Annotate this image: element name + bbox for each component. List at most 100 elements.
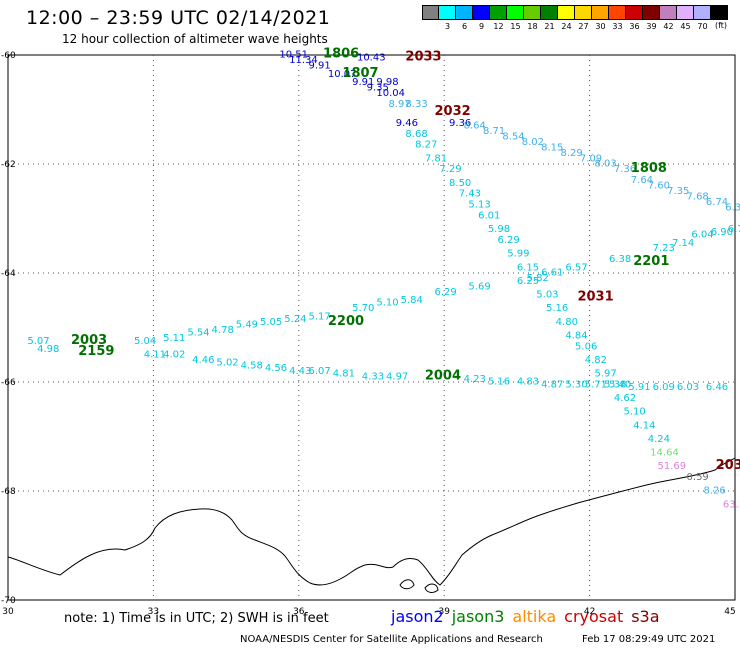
swh-value-jason2: 11.34	[289, 55, 318, 66]
color-scale-swatch	[541, 5, 558, 20]
swh-value-jason2: 10.51	[279, 50, 308, 61]
note-text: note: 1) Time is in UTC; 2) SWH is in fe…	[64, 611, 329, 626]
swh-value: 4.11	[144, 349, 166, 360]
swh-value: 5.99	[507, 249, 529, 260]
color-scale-swatch	[490, 5, 507, 20]
lat-tick-label: -64	[1, 269, 16, 279]
lon-tick-label: 33	[148, 607, 159, 617]
swh-value: 4.84	[565, 330, 587, 341]
color-scale-cell: 24	[558, 5, 575, 32]
legend-item-s3a: s3a	[631, 607, 660, 626]
pass-time-label: 1807	[342, 66, 378, 81]
swh-value: 0.59	[687, 472, 709, 483]
color-scale-swatch	[592, 5, 609, 20]
swh-value: 5.16	[546, 303, 568, 314]
swh-value: 8.03	[594, 159, 616, 170]
swh-value: 4.80	[556, 317, 578, 328]
color-scale-label: 12	[493, 22, 504, 31]
swh-value: 6.77	[728, 224, 740, 235]
swh-value: 4.58	[241, 360, 263, 371]
swh-value: 5.03	[536, 290, 558, 301]
pass-time-label: 2201	[633, 254, 669, 269]
swh-value: 4.83	[517, 377, 539, 388]
legend-item-cryosat: cryosat	[564, 607, 624, 626]
swh-value-jason2: 9.36	[449, 118, 471, 129]
swh-value: 6.15	[517, 262, 539, 273]
swh-value: 4.62	[614, 393, 636, 404]
color-scale-swatch	[422, 5, 439, 20]
swh-value: 4.82	[585, 355, 607, 366]
color-scale-swatch	[575, 5, 592, 20]
swh-value: 4.97	[386, 371, 408, 382]
swh-value: 8.68	[405, 129, 427, 140]
swh-value: 5.07	[27, 336, 49, 347]
color-scale-label: 36	[629, 22, 640, 31]
pass-time-label: 1808	[631, 161, 667, 176]
color-scale-cell	[711, 5, 728, 32]
swh-value: 8.26	[703, 486, 725, 497]
swh-value: 5.16	[488, 377, 510, 388]
color-scale-swatch	[626, 5, 643, 20]
swh-value: 5.04	[134, 336, 156, 347]
swh-value: 51.69	[657, 461, 686, 472]
swh-value: 6.90	[711, 227, 733, 238]
swh-value: 6.35	[725, 202, 740, 213]
swh-value: 7.14	[672, 238, 694, 249]
swh-value: 4.78	[212, 325, 234, 336]
color-scale-cell: 36	[626, 5, 643, 32]
swh-value: 7.68	[687, 191, 709, 202]
legend-item-jason2: jason2	[391, 607, 444, 626]
color-scale-label: 39	[646, 22, 657, 31]
color-scale: 3 6 9 12 15 18 21 24 27 30 33 36 39 42 45 70	[422, 5, 728, 32]
color-scale-label: 24	[561, 22, 572, 31]
lon-tick-label: 42	[584, 607, 595, 617]
swh-value: 6.38	[609, 254, 631, 265]
swh-value: 6.04	[691, 230, 713, 241]
swh-value-jason2: 10.04	[376, 88, 405, 99]
lon-tick-label: 36	[293, 607, 305, 617]
color-scale-cell: 21	[541, 5, 558, 32]
swh-value: 4.43	[289, 366, 311, 377]
swh-value: 8.97	[388, 99, 410, 110]
color-scale-cell: 39	[643, 5, 660, 32]
color-scale-cell: 9	[473, 5, 490, 32]
swh-value: 5.84	[401, 295, 423, 306]
color-scale-swatch	[677, 5, 694, 20]
color-scale-swatch	[609, 5, 626, 20]
color-scale-cell: 18	[524, 5, 541, 32]
color-scale-label: 3	[444, 22, 451, 31]
color-scale-cell: 70	[694, 5, 711, 32]
swh-value: 6.57	[565, 262, 587, 273]
swh-value: 7.43	[459, 189, 481, 200]
swh-value-jason2: 10.07	[328, 69, 357, 80]
lon-tick-label: 39	[438, 607, 450, 617]
swh-value: 4.98	[37, 344, 59, 355]
pass-time-label: 203	[716, 458, 740, 473]
swh-value: 5.91	[628, 382, 650, 393]
swh-value: 5.24	[284, 314, 306, 325]
lat-tick-label: -66	[1, 378, 16, 388]
satellite-legend: jason2 jason3 altika cryosat s3a	[391, 607, 668, 626]
color-scale-label: 9	[478, 22, 485, 31]
swh-value: 7.29	[439, 164, 461, 175]
color-scale-label: 70	[697, 22, 708, 31]
swh-value: 6.09	[653, 382, 675, 393]
lat-tick-label: -68	[1, 487, 16, 497]
swh-value: 7.36	[614, 164, 636, 175]
swh-value: 4.81	[333, 369, 355, 380]
swh-value: 6.61	[541, 268, 563, 279]
color-scale-cell: 15	[507, 5, 524, 32]
swh-value: 8.27	[415, 140, 437, 151]
swh-value: 6.25	[517, 276, 539, 287]
swh-value: 5.69	[468, 281, 490, 292]
swh-value: 7.09	[580, 153, 602, 164]
swh-value: 5.82	[527, 273, 549, 284]
swh-value-jason2: 9.98	[376, 77, 398, 88]
swh-value: 7.35	[667, 186, 689, 197]
axis-tick-labels: 30 33 36 39 42 45 -60 -62 -64 -66 -68 -70	[1, 51, 736, 617]
coast-island-2	[424, 583, 439, 593]
color-scale-cell: 42	[660, 5, 677, 32]
color-scale-label: 6	[461, 22, 468, 31]
color-scale-cell: 6	[456, 5, 473, 32]
